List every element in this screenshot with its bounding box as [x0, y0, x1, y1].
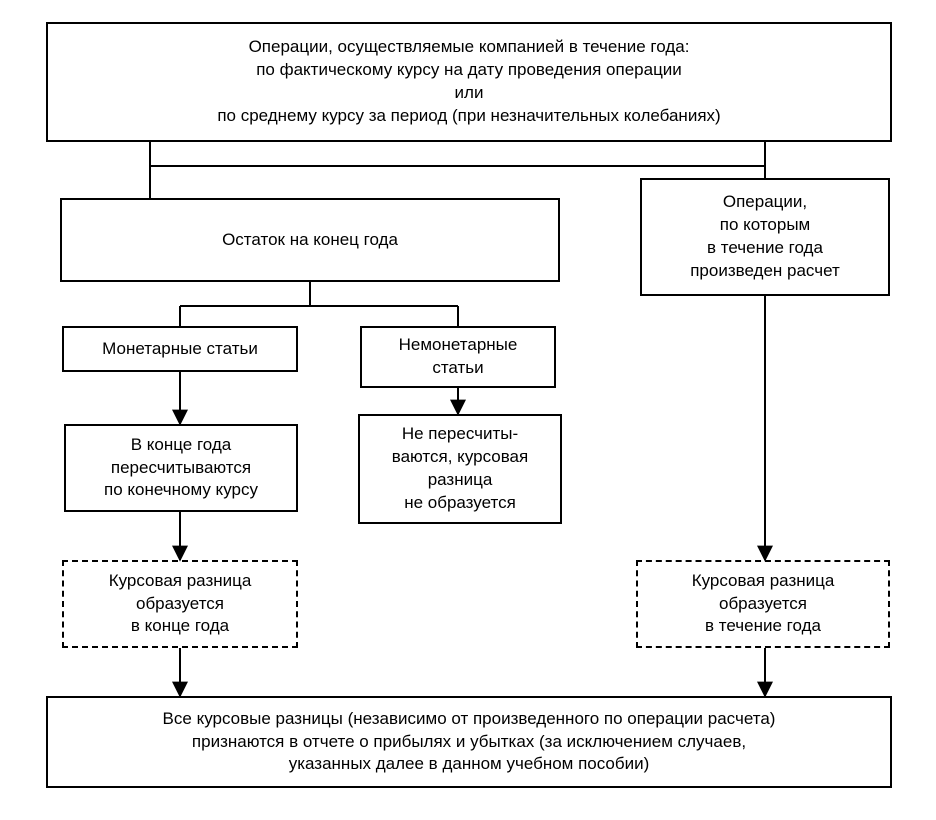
- node-diff-left: Курсовая разница образуется в конце года: [62, 560, 298, 648]
- node-balance: Остаток на конец года: [60, 198, 560, 282]
- node-diff-right-text: Курсовая разница образуется в течение го…: [692, 570, 835, 639]
- node-bottom: Все курсовые разницы (независимо от прои…: [46, 696, 892, 788]
- node-nonmonetary: Немонетарные статьи: [360, 326, 556, 388]
- node-ops-paid: Операции, по которым в течение года прои…: [640, 178, 890, 296]
- node-ops-paid-text: Операции, по которым в течение года прои…: [690, 191, 840, 283]
- node-top: Операции, осуществляемые компанией в теч…: [46, 22, 892, 142]
- node-diff-left-text: Курсовая разница образуется в конце года: [109, 570, 252, 639]
- node-norecalc-text: Не пересчиты- ваются, курсовая разница н…: [392, 423, 528, 515]
- node-recalc: В конце года пересчитываются по конечном…: [64, 424, 298, 512]
- flowchart-canvas: Операции, осуществляемые компанией в теч…: [0, 0, 936, 820]
- node-recalc-text: В конце года пересчитываются по конечном…: [104, 434, 258, 503]
- node-bottom-text: Все курсовые разницы (независимо от прои…: [163, 708, 776, 777]
- node-norecalc: Не пересчиты- ваются, курсовая разница н…: [358, 414, 562, 524]
- node-monetary-text: Монетарные статьи: [102, 338, 258, 361]
- node-monetary: Монетарные статьи: [62, 326, 298, 372]
- node-nonmonetary-text: Немонетарные статьи: [399, 334, 518, 380]
- node-top-text: Операции, осуществляемые компанией в теч…: [217, 36, 720, 128]
- node-diff-right: Курсовая разница образуется в течение го…: [636, 560, 890, 648]
- node-balance-text: Остаток на конец года: [222, 229, 398, 252]
